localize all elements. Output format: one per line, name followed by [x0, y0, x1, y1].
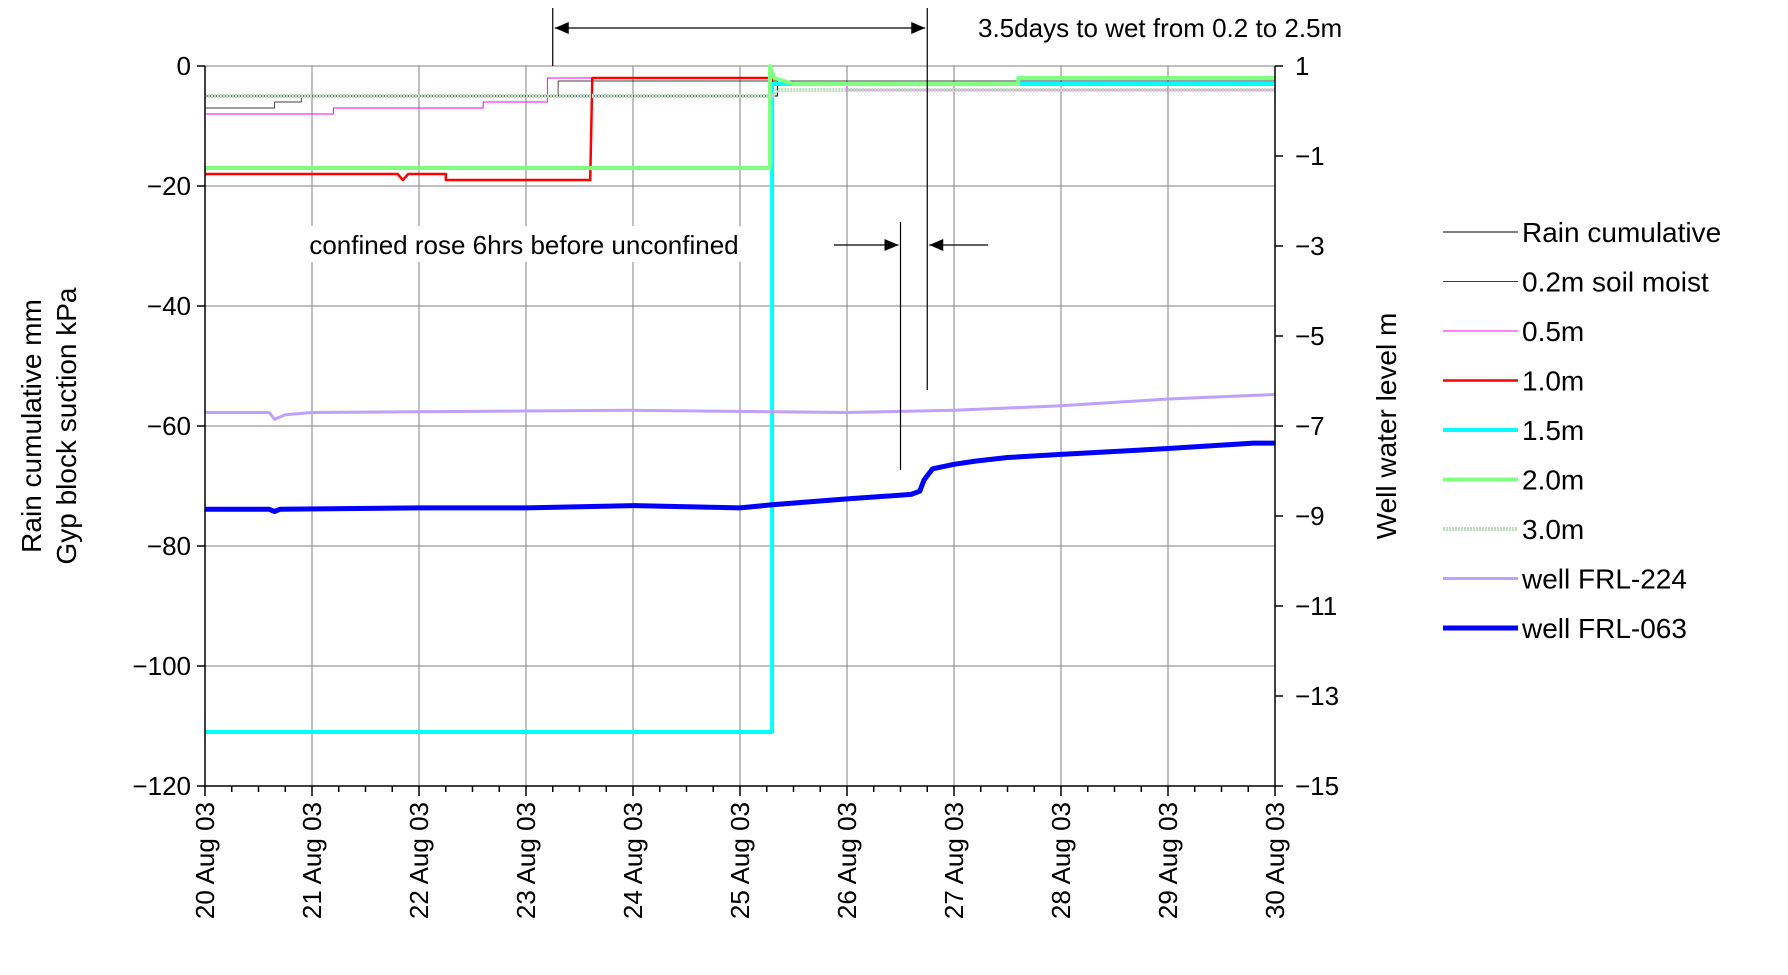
arrowhead-in-right — [929, 239, 944, 251]
right-tick-label: −1 — [1295, 141, 1325, 171]
series-line-1-0m — [205, 76, 1275, 182]
legend-label-6: 3.0m — [1522, 514, 1584, 545]
x-tick-label: 24 Aug 03 — [618, 802, 648, 919]
left-tick-label: −120 — [132, 771, 191, 801]
annotation-label-bg — [280, 226, 770, 262]
left-tick-label: −100 — [132, 651, 191, 681]
right-tick-label: −3 — [1295, 231, 1325, 261]
left-tick-label: −80 — [147, 531, 191, 561]
left-tick-label: 0 — [177, 51, 191, 81]
x-tick-label: 26 Aug 03 — [832, 802, 862, 919]
left-tick-label: −60 — [147, 411, 191, 441]
y2-axis-title: Well water level m — [1371, 313, 1402, 540]
series-line-well-frl-224 — [205, 393, 1276, 421]
right-tick-label: −7 — [1295, 411, 1325, 441]
legend-label-2: 0.5m — [1522, 316, 1584, 347]
right-tick-label: 1 — [1295, 51, 1309, 81]
right-tick-label: −5 — [1295, 321, 1325, 351]
x-tick-label: 22 Aug 03 — [404, 802, 434, 919]
series-line-3-0m — [205, 88, 1275, 98]
x-tick-label: 30 Aug 03 — [1260, 802, 1290, 919]
right-tick-label: −11 — [1295, 591, 1337, 621]
arrowhead-right — [911, 22, 926, 34]
annotation-3-5-days: 3.5days to wet from 0.2 to 2.5m — [978, 13, 1342, 43]
x-tick-label: 28 Aug 03 — [1046, 802, 1076, 919]
series-line-2-0m — [205, 64, 1275, 170]
x-tick-label: 23 Aug 03 — [511, 802, 541, 919]
left-tick-label: −20 — [147, 171, 191, 201]
x-tick-label: 27 Aug 03 — [939, 802, 969, 919]
x-tick-label: 25 Aug 03 — [725, 802, 755, 919]
series-line-1-5m — [205, 82, 1275, 734]
left-tick-label: −40 — [147, 291, 191, 321]
legend-label-3: 1.0m — [1522, 366, 1584, 397]
legend-label-7: well FRL-224 — [1521, 564, 1687, 595]
x-tick-label: 29 Aug 03 — [1153, 802, 1183, 919]
right-tick-label: −13 — [1295, 681, 1339, 711]
arrowhead-left — [554, 22, 569, 34]
legend-label-1: 0.2m soil moist — [1522, 267, 1709, 298]
y-axis-title: Gyp block suction kPa — [51, 287, 82, 564]
y-axis-title: Rain cumulative mm — [16, 299, 47, 553]
series-line-0-2m-soil-moist — [205, 80, 1275, 109]
legend-label-5: 2.0m — [1522, 465, 1584, 496]
x-tick-label: 21 Aug 03 — [297, 802, 327, 919]
series-line-well-frl-063 — [205, 440, 1275, 514]
right-tick-label: −15 — [1295, 771, 1339, 801]
legend-label-0: Rain cumulative — [1522, 217, 1721, 248]
annotation-confined: confined rose 6hrs before unconfined — [309, 230, 738, 260]
right-tick-label: −9 — [1295, 501, 1325, 531]
axes-group: 0 −20 −40 −60 −80 −100 −120 1 −1 −3 −5 −7 −9 −11 −13 −1… — [16, 51, 1402, 919]
legend-label-4: 1.5m — [1522, 415, 1584, 446]
series-group — [205, 64, 1276, 734]
annotations-group: 3.5days to wet from 0.2 to 2.5m confined … — [280, 8, 1342, 470]
x-tick-label: 20 Aug 03 — [190, 802, 220, 919]
arrowhead-in-left — [884, 239, 899, 251]
legend: Rain cumulative 0.2m soil moist 0.5m 1.0m 1.… — [1443, 217, 1721, 644]
legend-label-8: well FRL-063 — [1521, 613, 1687, 644]
